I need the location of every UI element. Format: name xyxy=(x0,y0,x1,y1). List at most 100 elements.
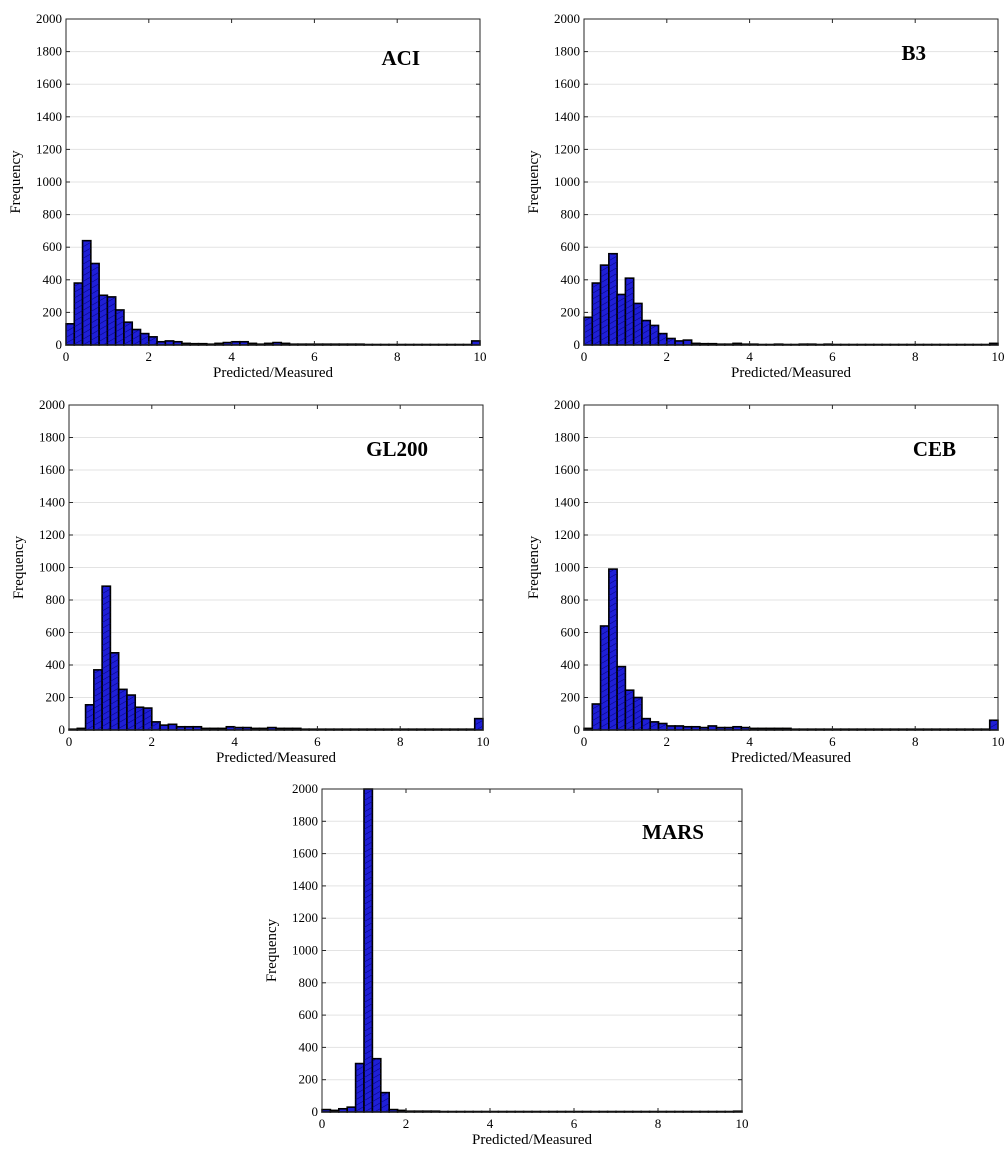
bar-hatch xyxy=(592,704,601,730)
x-tick-label: 6 xyxy=(571,1116,578,1131)
y-tick-label: 1400 xyxy=(39,495,65,510)
bar-hatch xyxy=(372,1058,381,1112)
bar-hatch xyxy=(633,303,642,345)
x-tick-label: 10 xyxy=(992,734,1005,749)
histogram-bar xyxy=(674,340,685,346)
x-axis-label: Predicted/Measured xyxy=(731,750,851,766)
x-axis-label: Predicted/Measured xyxy=(731,365,851,381)
panel-title: ACI xyxy=(381,46,420,70)
histogram-bar xyxy=(167,723,178,731)
y-tick-label: 2000 xyxy=(554,397,580,412)
y-tick-label: 400 xyxy=(561,272,581,287)
y-tick-label: 800 xyxy=(43,207,63,222)
bar-hatch xyxy=(123,322,133,345)
bar-hatch xyxy=(650,325,659,345)
y-axis-label: Frequency xyxy=(264,918,280,982)
x-axis-label: Predicted/Measured xyxy=(472,1132,592,1148)
bar-hatch xyxy=(90,263,100,345)
bar-hatch xyxy=(93,669,103,730)
histogram-bar xyxy=(674,725,685,731)
panel-aci: 0 200 400 600 800 1000 1200 1400 1600 1800 2000 0 2 4… xyxy=(8,11,487,381)
y-tick-label: 800 xyxy=(561,207,581,222)
y-axis-label: Frequency xyxy=(526,150,542,214)
y-tick-label: 800 xyxy=(299,975,319,990)
bar-hatch xyxy=(115,309,124,345)
bar-hatch xyxy=(82,240,91,345)
y-tick-label: 2000 xyxy=(292,781,318,796)
y-tick-label: 1800 xyxy=(554,44,580,59)
panel-title: CEB xyxy=(913,437,956,461)
bar-hatch xyxy=(650,721,659,730)
histogram-bar xyxy=(159,724,170,731)
y-tick-label: 1200 xyxy=(554,527,580,542)
bar-hatch xyxy=(66,323,75,345)
bar-hatch xyxy=(625,278,634,345)
panel-gl200: 0 200 400 600 800 1000 1200 1400 1600 1800 2000 0 2 4… xyxy=(11,397,490,766)
x-axis-label: Predicted/Measured xyxy=(213,365,333,381)
panel-ceb: 0 200 400 600 800 1000 1200 1400 1600 1800 2000 0 2 4… xyxy=(526,397,1005,766)
bar-hatch xyxy=(641,320,651,345)
y-tick-label: 1400 xyxy=(554,109,580,124)
y-tick-label: 1600 xyxy=(292,846,318,861)
bar-hatch xyxy=(364,789,373,1112)
y-tick-label: 1000 xyxy=(36,174,62,189)
bar-hatch xyxy=(617,294,626,345)
bar-hatch xyxy=(474,718,483,730)
panel-b3: 0 200 400 600 800 1000 1200 1400 1600 1800 2000 0 2 4… xyxy=(526,11,1005,381)
y-tick-label: 1800 xyxy=(554,430,580,445)
histogram-bar xyxy=(665,725,676,731)
y-tick-label: 600 xyxy=(561,239,581,254)
bar-hatch xyxy=(658,333,667,345)
y-tick-label: 400 xyxy=(299,1039,319,1054)
x-tick-label: 8 xyxy=(394,349,401,364)
y-tick-label: 2000 xyxy=(554,11,580,26)
x-tick-label: 4 xyxy=(746,349,753,364)
bar-hatch xyxy=(641,718,651,730)
x-tick-label: 0 xyxy=(581,349,588,364)
bar-hatch xyxy=(658,723,667,730)
bar-hatch xyxy=(132,329,141,345)
bar-hatch xyxy=(600,265,609,345)
bar-hatch xyxy=(85,704,94,730)
x-tick-label: 6 xyxy=(314,734,321,749)
panel-title: B3 xyxy=(901,41,926,65)
x-tick-label: 10 xyxy=(474,349,487,364)
x-tick-label: 8 xyxy=(397,734,404,749)
bar-hatch xyxy=(99,295,108,345)
x-tick-label: 10 xyxy=(477,734,490,749)
bar-hatch xyxy=(140,333,149,345)
bar-hatch xyxy=(151,721,161,730)
y-tick-label: 600 xyxy=(46,625,66,640)
x-tick-label: 4 xyxy=(231,734,238,749)
bar-hatch xyxy=(600,626,609,730)
x-tick-label: 0 xyxy=(319,1116,326,1131)
y-tick-label: 1800 xyxy=(39,430,65,445)
y-tick-label: 800 xyxy=(561,592,581,607)
y-tick-label: 600 xyxy=(43,239,63,254)
bar-hatch xyxy=(110,652,119,730)
bar-hatch xyxy=(143,708,152,730)
y-axis-label: Frequency xyxy=(8,150,24,214)
y-tick-label: 1800 xyxy=(292,813,318,828)
panel-mars: 0 200 400 600 800 1000 1200 1400 1600 1800 2000 0 2 4… xyxy=(264,781,749,1148)
x-tick-label: 2 xyxy=(664,349,671,364)
bar-hatch xyxy=(135,707,144,730)
panel-title: GL200 xyxy=(366,437,428,461)
y-tick-label: 600 xyxy=(561,625,581,640)
y-tick-label: 1000 xyxy=(39,560,65,575)
y-tick-label: 400 xyxy=(43,272,63,287)
x-tick-label: 2 xyxy=(403,1116,410,1131)
x-tick-label: 0 xyxy=(581,734,588,749)
x-tick-label: 8 xyxy=(655,1116,662,1131)
x-tick-label: 10 xyxy=(736,1116,749,1131)
x-tick-label: 6 xyxy=(829,349,836,364)
x-tick-label: 6 xyxy=(829,734,836,749)
bar-hatch xyxy=(633,697,642,730)
y-tick-label: 0 xyxy=(56,337,63,352)
y-tick-label: 1000 xyxy=(292,943,318,958)
x-tick-label: 0 xyxy=(63,349,70,364)
y-axis-label: Frequency xyxy=(526,535,542,599)
x-tick-label: 6 xyxy=(311,349,318,364)
bar-hatch xyxy=(126,695,136,730)
